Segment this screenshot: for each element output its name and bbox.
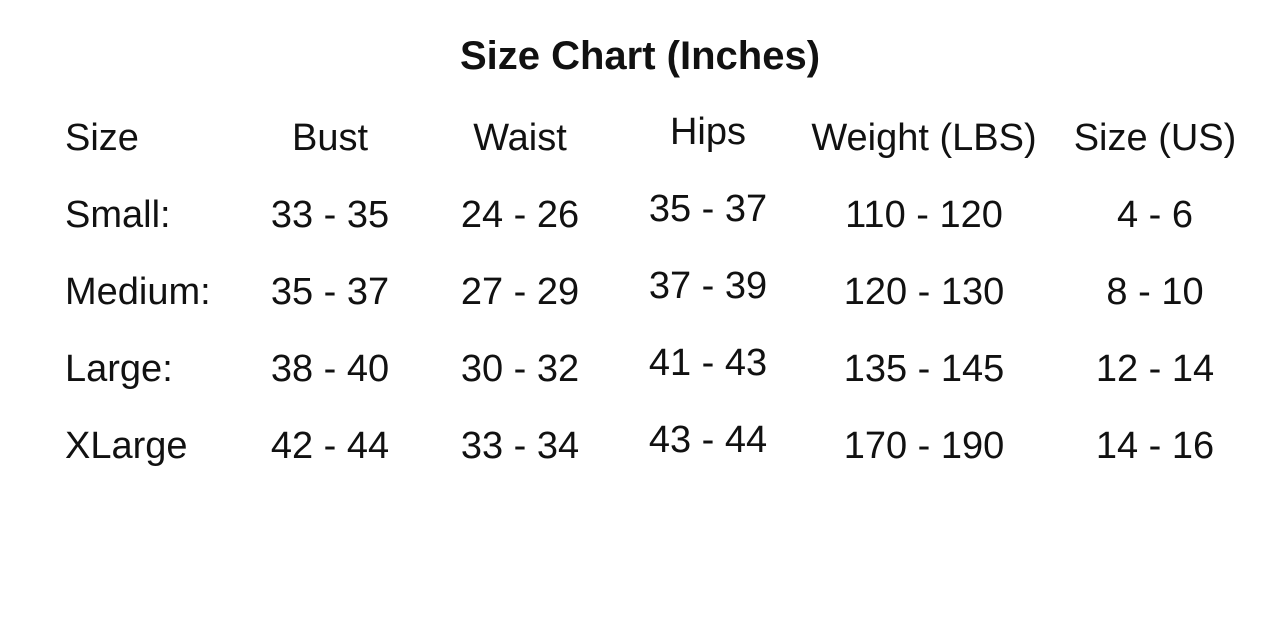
- table-cell-bust: 42 - 44: [270, 425, 390, 467]
- page-title: Size Chart (Inches): [459, 34, 821, 78]
- column-header-hips: Hips: [669, 111, 747, 153]
- table-cell-weight: 170 - 190: [843, 425, 1005, 467]
- column-header-waist: Waist: [473, 117, 567, 159]
- table-cell-hips: 37 - 39: [648, 265, 768, 307]
- column-header-weight: Weight (LBS): [811, 117, 1037, 159]
- table-cell-size-us: 12 - 14: [1095, 348, 1215, 390]
- table-cell-size: Medium:: [65, 271, 211, 313]
- table-cell-bust: 35 - 37: [270, 271, 390, 313]
- table-cell-waist: 33 - 34: [460, 425, 580, 467]
- table-cell-size: XLarge: [65, 425, 188, 467]
- table-cell-size-us: 4 - 6: [1116, 194, 1194, 236]
- column-header-bust: Bust: [291, 117, 369, 159]
- table-cell-bust: 38 - 40: [270, 348, 390, 390]
- table-cell-hips: 43 - 44: [648, 419, 768, 461]
- column-header-size: Size: [65, 117, 139, 159]
- table-cell-hips: 41 - 43: [648, 342, 768, 384]
- table-cell-bust: 33 - 35: [270, 194, 390, 236]
- column-header-size-us: Size (US): [1073, 117, 1237, 159]
- table-cell-size-us: 8 - 10: [1106, 271, 1204, 313]
- table-cell-waist: 27 - 29: [460, 271, 580, 313]
- table-cell-hips: 35 - 37: [648, 188, 768, 230]
- table-cell-weight: 120 - 130: [843, 271, 1005, 313]
- table-cell-waist: 30 - 32: [460, 348, 580, 390]
- table-cell-size: Small:: [65, 194, 171, 236]
- table-cell-size-us: 14 - 16: [1095, 425, 1215, 467]
- table-cell-weight: 110 - 120: [845, 194, 1003, 236]
- table-cell-size: Large:: [65, 348, 173, 390]
- table-cell-waist: 24 - 26: [460, 194, 580, 236]
- table-cell-weight: 135 - 145: [843, 348, 1005, 390]
